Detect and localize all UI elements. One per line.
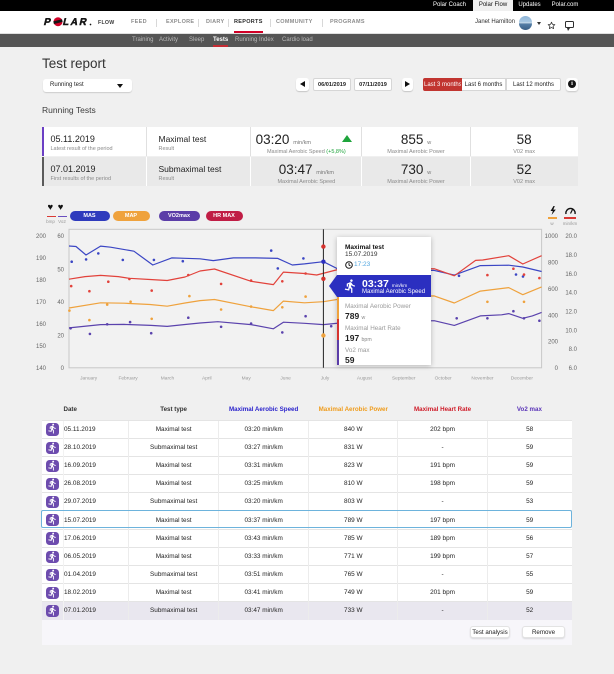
svg-text:180: 180 — [36, 278, 47, 284]
svg-text:140: 140 — [36, 366, 47, 372]
svg-text:December: December — [511, 376, 534, 382]
svg-text:LAR: LAR — [62, 17, 90, 28]
svg-text:February: February — [118, 376, 138, 382]
svg-text:20: 20 — [57, 334, 64, 340]
svg-text:200: 200 — [548, 340, 559, 346]
svg-text:October: October — [435, 376, 452, 382]
svg-text:May: May — [242, 376, 252, 382]
svg-text:200: 200 — [36, 234, 47, 240]
svg-text:20.0: 20.0 — [565, 234, 577, 240]
svg-text:190: 190 — [36, 256, 47, 262]
svg-text:6.0: 6.0 — [569, 366, 578, 372]
svg-text:July: July — [321, 376, 330, 382]
svg-text:P: P — [43, 17, 53, 28]
svg-text:400: 400 — [548, 313, 559, 319]
svg-text:April: April — [202, 376, 212, 382]
svg-text:800: 800 — [548, 261, 559, 267]
svg-text:18.0: 18.0 — [565, 253, 577, 259]
svg-text:50: 50 — [57, 267, 64, 273]
svg-text:June: June — [280, 376, 291, 382]
svg-text:10.0: 10.0 — [565, 328, 577, 334]
svg-text:1000: 1000 — [545, 234, 559, 240]
svg-text:60: 60 — [57, 234, 64, 240]
svg-text:170: 170 — [36, 300, 47, 306]
svg-text:January: January — [80, 376, 98, 382]
svg-text:FLOW: FLOW — [98, 20, 114, 26]
svg-text:16.0: 16.0 — [565, 272, 577, 278]
svg-text:August: August — [357, 376, 373, 382]
svg-text:14.0: 14.0 — [565, 291, 577, 297]
svg-text:March: March — [161, 376, 175, 382]
svg-text:September: September — [392, 376, 416, 382]
svg-text:0: 0 — [555, 366, 559, 372]
svg-text:40: 40 — [57, 300, 64, 306]
svg-text:November: November — [471, 376, 494, 382]
svg-text:0: 0 — [61, 366, 65, 372]
svg-text:600: 600 — [548, 287, 559, 293]
svg-text:12.0: 12.0 — [565, 310, 577, 316]
svg-text:150: 150 — [36, 344, 47, 350]
svg-text:160: 160 — [36, 322, 47, 328]
svg-text:8.0: 8.0 — [569, 347, 578, 353]
